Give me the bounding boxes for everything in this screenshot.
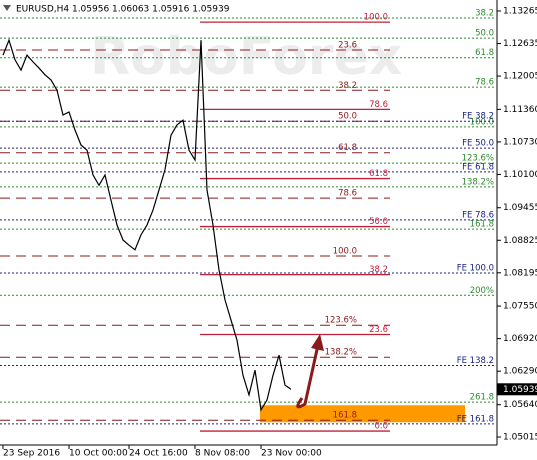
arrow [296, 344, 320, 409]
y-tick-label: 1.12635 [503, 39, 537, 49]
level-label: 23.6 [338, 40, 357, 50]
header-icon [3, 5, 11, 11]
level-label: 78.6 [369, 100, 388, 110]
y-tick-label: 1.10730 [503, 137, 537, 147]
level-label: 23.6 [369, 325, 388, 335]
level-label: FE 100.0 [457, 264, 494, 274]
level-label: 38.2 [475, 8, 494, 18]
level-label: 138.2% [325, 348, 357, 358]
level-label: 61.8 [475, 48, 494, 58]
level-label: 100.0 [333, 247, 357, 257]
level-label: 50.0 [369, 217, 388, 227]
level-label: 78.6 [338, 189, 357, 199]
watermark: RoboForex [90, 27, 402, 87]
x-tick-label: 10 Oct 00:00 [69, 449, 128, 459]
y-tick-label: 1.13265 [503, 6, 537, 16]
level-label: FE 138.2 [457, 356, 494, 366]
last-price-label: 1.05939 [503, 385, 537, 395]
level-label: 78.6 [475, 78, 494, 88]
x-tick-label: 23 Nov 00:00 [261, 449, 322, 459]
y-tick-label: 1.11360 [503, 105, 537, 115]
level-label: FE 50.0 [462, 139, 494, 149]
level-label: 100.0 [364, 13, 388, 23]
level-label: 50.0 [475, 29, 494, 39]
level-label: 200% [470, 286, 494, 296]
level-label: 161.8 [470, 220, 494, 230]
y-tick-label: 1.12005 [503, 72, 537, 82]
levels: 23.6 38.2 50.0 61.8 78.6 100.0 123.6% 138.2% 161… [0, 8, 495, 432]
level-label: 38.2 [369, 265, 388, 275]
level-label: 61.8 [369, 169, 388, 179]
level-label: 123.6% [462, 154, 494, 164]
level-label: 161.8 [333, 411, 357, 421]
level-label: 261.8 [470, 393, 494, 403]
level-label: 38.2 [338, 81, 357, 91]
x-tick-label: 8 Nov 08:00 [195, 449, 250, 459]
y-tick-label: 1.05015 [503, 432, 537, 442]
zone [260, 405, 465, 423]
price-line [2, 38, 292, 412]
y-tick-label: 1.06290 [503, 367, 537, 377]
plot [2, 38, 292, 412]
y-tick-label: 1.09455 [503, 203, 537, 213]
y-tick-label: 1.06920 [503, 334, 537, 344]
level-label: 0.0 [374, 422, 388, 432]
x-tick-label: 23 Sep 2016 [3, 449, 60, 459]
y-tick-label: 1.07550 [503, 302, 537, 312]
y-tick-label: 1.10100 [503, 170, 537, 180]
arrow-head [311, 334, 324, 351]
level-label: FE 61.8 [462, 162, 494, 172]
level-label: FE 78.6 [462, 210, 494, 220]
x-tick-label: 24 Oct 16:00 [129, 449, 188, 459]
chart-title: EURUSD,H4 1.05956 1.06063 1.05916 1.0593… [16, 5, 230, 15]
level-label: FE 161.8 [457, 414, 494, 424]
level-label: 61.8 [338, 143, 357, 153]
level-label: 50.0 [338, 112, 357, 122]
level-label: 123.6% [325, 316, 357, 326]
level-label: FE 38.2 [462, 112, 494, 122]
y-tick-label: 1.08195 [503, 268, 537, 278]
y-tick-label: 1.05640 [503, 400, 537, 410]
level-label: 100.0 [470, 117, 494, 127]
level-label: 138.2% [462, 177, 494, 187]
last-price-box [497, 383, 537, 396]
y-tick-label: 1.08825 [503, 236, 537, 246]
